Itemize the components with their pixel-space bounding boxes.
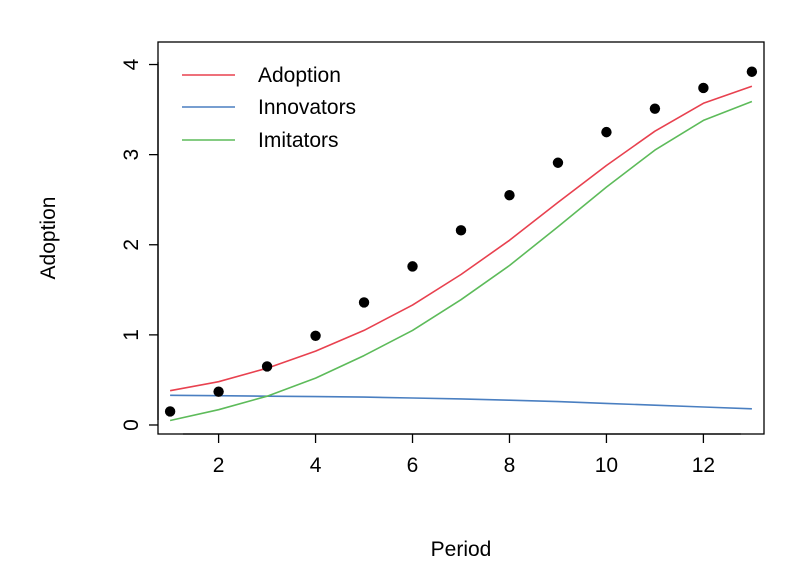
x-tick-label-2: 2	[213, 454, 225, 477]
data-point-1	[164, 406, 176, 417]
legend-label-innovators: Innovators	[258, 96, 356, 119]
data-point-5	[358, 297, 370, 308]
series-line-innovators	[170, 394, 752, 410]
series-line-imitators	[169, 100, 753, 422]
y-tick-label-3: 3	[120, 149, 143, 161]
legend: Adoption Innovators Imitators	[182, 64, 356, 152]
x-tick-label-8: 8	[504, 454, 516, 477]
data-point-11	[649, 103, 661, 114]
x-tick-label-10: 10	[595, 454, 618, 477]
x-tick-label-6: 6	[407, 454, 419, 477]
data-point-10	[601, 126, 612, 138]
legend-label-adoption: Adoption	[258, 64, 341, 87]
data-point-13	[746, 66, 758, 77]
x-tick-label-12: 12	[692, 454, 715, 477]
x-axis-title: Period	[431, 538, 492, 561]
y-tick-label-0: 0	[120, 419, 143, 431]
data-point-3	[261, 361, 273, 372]
data-point-12	[698, 82, 709, 94]
data-point-4	[310, 330, 321, 341]
points-layer	[164, 66, 758, 417]
data-point-7	[455, 225, 467, 236]
y-tick-label-1: 1	[120, 329, 143, 341]
data-point-9	[552, 157, 564, 168]
y-tick-label-4: 4	[120, 58, 143, 70]
data-point-8	[504, 189, 515, 201]
data-point-6	[407, 261, 418, 272]
y-tick-label-2: 2	[120, 239, 143, 251]
y-axis-title: Adoption	[37, 197, 60, 280]
x-axis-ticks: 2 4 6 8 10 12	[213, 434, 715, 477]
legend-label-imitators: Imitators	[258, 129, 339, 152]
y-axis-ticks: 0 1 2 3 4	[120, 58, 158, 431]
plot-frame	[157, 41, 765, 435]
data-point-2	[213, 386, 224, 397]
x-tick-label-4: 4	[310, 454, 322, 477]
